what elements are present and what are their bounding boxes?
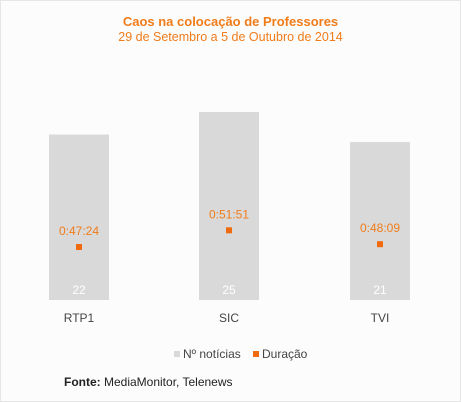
- bar-sic: [199, 112, 259, 300]
- source-note: Fonte: MediaMonitor, Telenews: [64, 375, 233, 389]
- duration-marker: [377, 241, 383, 248]
- chart-title: Caos na colocação de Professores: [122, 14, 339, 29]
- chart-subtitle: 29 de Setembro a 5 de Outubro de 2014: [118, 30, 343, 44]
- source-text: MediaMonitor, Telenews: [100, 375, 233, 389]
- category-label: TVI: [371, 311, 390, 325]
- duration-marker: [76, 244, 82, 251]
- category-label: RTP1: [64, 311, 95, 325]
- duration-label: 0:48:09: [360, 221, 400, 235]
- bar-value-label: 21: [373, 283, 387, 297]
- chart-legend: Nº notícias Duração: [174, 347, 308, 361]
- legend-label-news: Nº notícias: [183, 347, 241, 361]
- legend-swatch-news: [174, 351, 180, 357]
- bar-value-label: 22: [72, 283, 86, 297]
- bar-rtp1: [49, 134, 109, 300]
- legend-label-duration: Duração: [262, 347, 308, 361]
- legend-swatch-duration: [253, 351, 259, 357]
- category-label: SIC: [219, 311, 239, 325]
- bar-value-label: 25: [222, 283, 236, 297]
- bar-tvi: [350, 142, 410, 300]
- duration-label: 0:47:24: [59, 224, 99, 238]
- duration-marker: [226, 227, 232, 234]
- source-label: Fonte:: [64, 375, 101, 389]
- duration-label: 0:51:51: [209, 207, 249, 221]
